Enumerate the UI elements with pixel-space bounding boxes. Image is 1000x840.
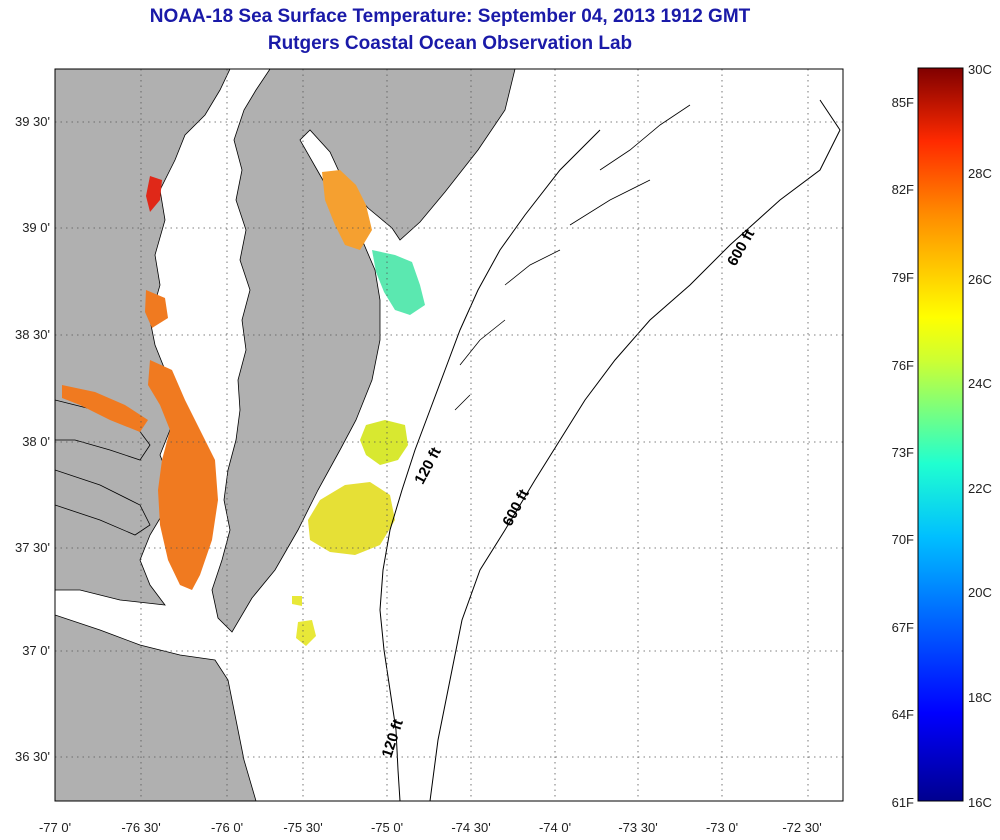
colorbar-f-label: 82F (891, 182, 914, 197)
contour-120ft (379, 129, 601, 801)
contour-120ft-ridges (454, 104, 691, 411)
lat-label: 39 30' (14, 114, 50, 129)
map-frame (54, 68, 844, 802)
sst-patch-offshore-small-1 (296, 620, 316, 646)
lat-label: 38 0' (22, 434, 50, 449)
colorbar-c-label: 26C (968, 272, 992, 287)
map-title: NOAA-18 Sea Surface Temperature: Septemb… (149, 6, 751, 27)
sst-patch-upper-bay (145, 290, 168, 328)
sst-patch-bay-mouth (372, 250, 425, 315)
colorbar-f-label: 85F (891, 95, 914, 110)
colorbar-c-label: 30C (968, 62, 992, 77)
colorbar-c-label: 16C (968, 795, 992, 810)
land-middle-peninsula (55, 469, 151, 536)
colorbar-c-label: 18C (968, 690, 992, 705)
colorbar-c-label: 24C (968, 376, 992, 391)
lat-label: 37 30' (14, 540, 50, 555)
colorbar-f-label: 61F (891, 795, 914, 810)
colorbar-f-label: 67F (891, 620, 914, 635)
sst-patch-offshore-small-2 (292, 596, 302, 606)
lon-label: -73 30' (618, 820, 658, 835)
colorbar-f-label: 79F (891, 270, 914, 285)
colorbar-f-label: 70F (891, 532, 914, 547)
lon-label: -75 0' (370, 820, 404, 835)
lon-label: -75 30' (283, 820, 323, 835)
lat-label: 38 30' (14, 327, 50, 342)
colorbar-f-label: 64F (891, 707, 914, 722)
lat-label: 39 0' (22, 220, 50, 235)
map-subtitle: Rutgers Coastal Ocean Observation Lab (267, 33, 633, 54)
lon-label: -76 30' (121, 820, 161, 835)
land-southeast-virginia (55, 614, 257, 801)
colorbar-c-label: 22C (968, 481, 992, 496)
colorbar-c-label: 20C (968, 585, 992, 600)
sst-patch-offshore-north (360, 420, 408, 465)
lon-label: -74 0' (538, 820, 572, 835)
lon-label: -77 0' (38, 820, 72, 835)
colorbar-c-label: 28C (968, 166, 992, 181)
contour-600ft (429, 99, 841, 801)
sst-patch-delaware-bay (322, 170, 372, 250)
lat-label: 36 30' (14, 749, 50, 764)
land-delmarva (211, 69, 516, 633)
colorbar-f-label: 76F (891, 358, 914, 373)
sst-patch-potomac (62, 385, 148, 432)
lon-label: -73 0' (705, 820, 739, 835)
sst-patch-chesapeake (148, 360, 218, 590)
colorbar-f-label: 73F (891, 445, 914, 460)
lat-label: 37 0' (22, 643, 50, 658)
sst-patch-offshore-main (308, 482, 395, 555)
lon-label: -76 0' (210, 820, 244, 835)
colorbar (917, 67, 964, 802)
lon-label: -72 30' (782, 820, 822, 835)
sst-patch-head-of-bay (146, 176, 162, 212)
lon-label: -74 30' (451, 820, 491, 835)
